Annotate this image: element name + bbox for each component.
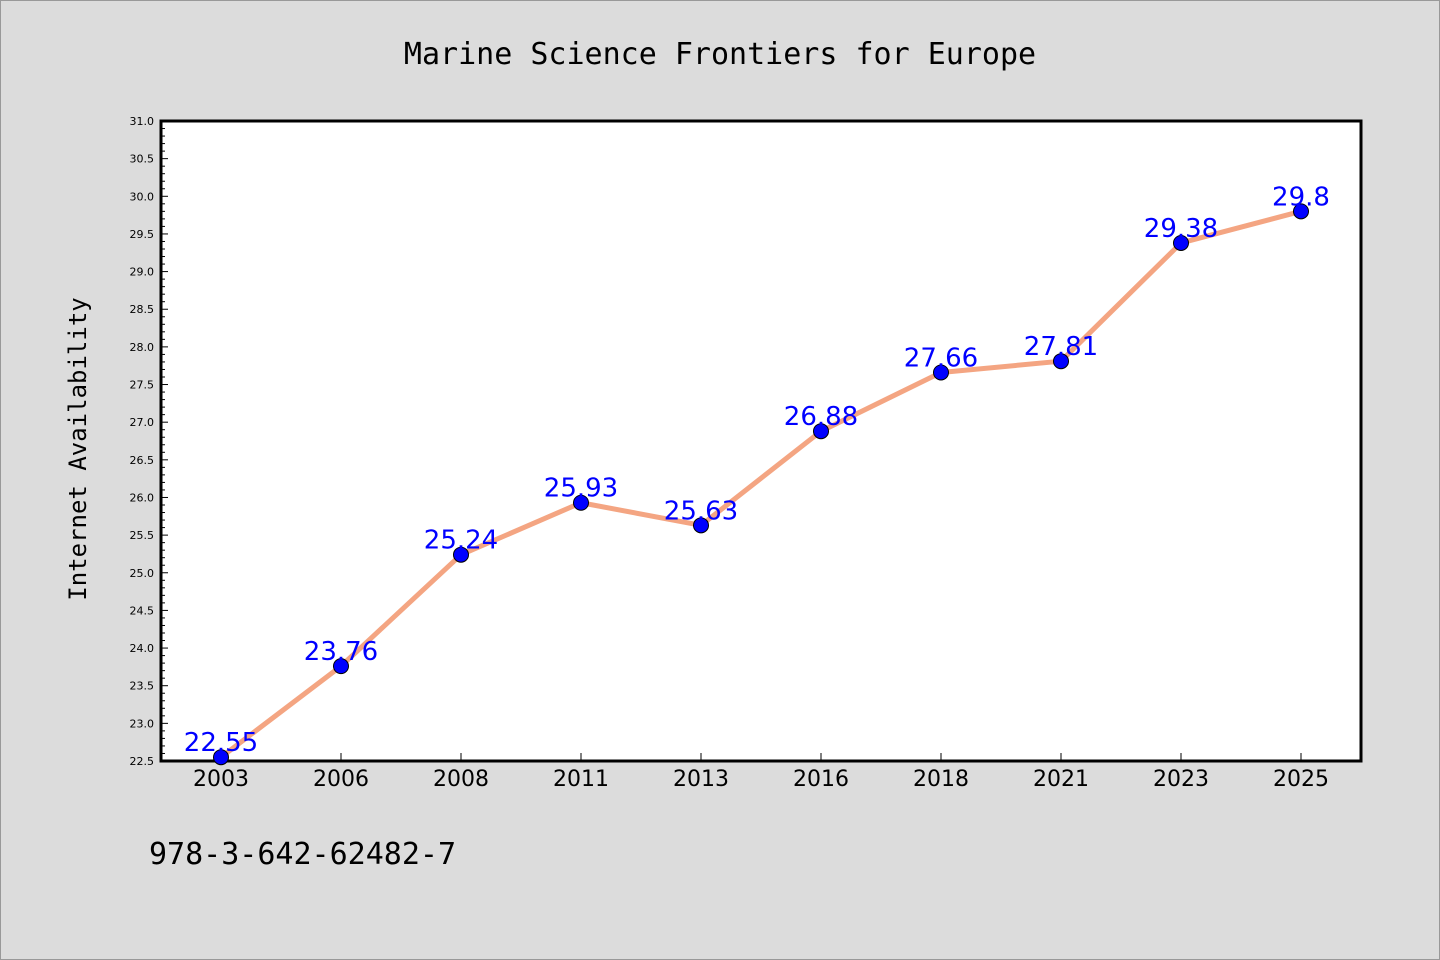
data-label: 23.76 — [304, 637, 378, 667]
data-point — [813, 423, 829, 440]
data-label: 22.55 — [184, 728, 258, 758]
series-line — [218, 208, 1304, 760]
y-tick-label: 23.5 — [130, 680, 155, 693]
y-tick-label: 23.0 — [130, 717, 155, 730]
y-tick-label: 30.5 — [130, 153, 155, 166]
data-label: 27.81 — [1024, 332, 1098, 362]
y-tick-label: 29.5 — [130, 228, 155, 241]
x-tick-label: 2008 — [433, 767, 489, 792]
data-label: 27.66 — [904, 343, 978, 373]
data-point — [693, 517, 709, 534]
chart-title: Marine Science Frontiers for Europe — [404, 37, 1036, 72]
y-axis-label: Internet Availability — [64, 297, 92, 600]
y-tick-label: 30.0 — [130, 190, 155, 203]
y-axis: 22.5 23.0 23.5 24.0 24.5 25.0 25.5 26.0 26.5 27.0… — [130, 115, 168, 768]
y-tick-label: 25.0 — [130, 567, 155, 580]
data-point — [333, 658, 349, 675]
series-layer — [213, 203, 1309, 766]
data-label: 29.38 — [1144, 214, 1218, 244]
data-point — [453, 546, 469, 563]
data-point — [1053, 353, 1069, 370]
y-tick-label: 27.0 — [130, 416, 155, 429]
data-label-layer: 22.55 23.76 25.24 25.93 25.63 26.88 27.66 27.81… — [184, 182, 1330, 758]
y-tick-label: 24.0 — [130, 642, 155, 655]
x-tick-label: 2021 — [1033, 767, 1089, 792]
y-tick-label: 26.0 — [130, 491, 155, 504]
isbn-text: 978-3-642-62482-7 — [149, 837, 456, 872]
x-tick-label: 2006 — [313, 767, 369, 792]
plot-area — [159, 119, 1363, 763]
data-label: 29.8 — [1272, 182, 1330, 212]
y-tick-label: 28.5 — [130, 303, 155, 316]
x-tick-label: 2018 — [913, 767, 969, 792]
x-tick-label: 2013 — [673, 767, 729, 792]
data-point — [1173, 234, 1189, 251]
data-point — [933, 364, 949, 381]
y-tick-label: 25.5 — [130, 529, 155, 542]
data-point — [1293, 203, 1309, 220]
y-tick-label: 26.5 — [130, 454, 155, 467]
x-axis: 2003 2006 2008 2011 2013 2016 2018 2021 2023 2025 — [193, 753, 1329, 792]
data-label: 26.88 — [784, 402, 858, 432]
x-tick-label: 2016 — [793, 767, 849, 792]
y-tick-label: 31.0 — [130, 115, 155, 128]
x-tick-label: 2003 — [193, 767, 249, 792]
x-tick-label: 2023 — [1153, 767, 1209, 792]
data-label: 25.63 — [664, 496, 738, 526]
x-tick-label: 2025 — [1273, 767, 1329, 792]
data-point — [213, 749, 229, 766]
data-label: 25.93 — [544, 474, 618, 504]
y-tick-label: 27.5 — [130, 379, 155, 392]
y-tick-label: 28.0 — [130, 341, 155, 354]
y-tick-label: 22.5 — [130, 755, 155, 768]
x-tick-label: 2011 — [553, 767, 609, 792]
data-label: 25.24 — [424, 526, 498, 556]
y-tick-label: 24.5 — [130, 604, 155, 617]
data-point — [573, 494, 589, 511]
y-tick-label: 29.0 — [130, 266, 155, 279]
